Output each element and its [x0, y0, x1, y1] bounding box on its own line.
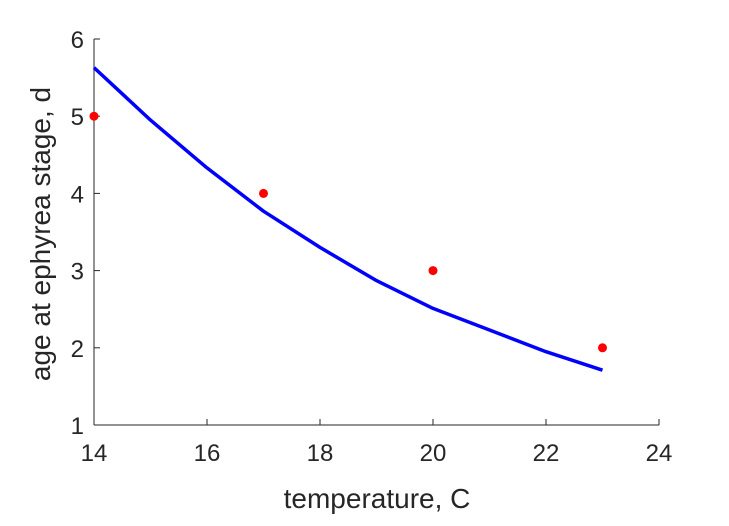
data-point — [259, 188, 268, 198]
x-tick-label: 14 — [81, 440, 108, 467]
data-point — [598, 343, 607, 353]
data-point — [89, 111, 99, 121]
y-tick-label: 3 — [71, 259, 84, 286]
y-tick-label: 6 — [71, 27, 84, 54]
x-tick-label: 16 — [194, 440, 221, 467]
y-tick-label: 4 — [71, 181, 84, 208]
x-axis-label: temperature, C — [284, 483, 471, 514]
x-tick-label: 20 — [420, 440, 447, 467]
x-tick-label: 18 — [307, 440, 334, 467]
plot-area — [89, 66, 607, 372]
y-tick-label: 2 — [71, 336, 84, 363]
axes: 14 16 18 20 22 24 1 2 3 4 5 6 — [71, 27, 673, 467]
data-point — [428, 266, 438, 276]
fit-curve — [92, 66, 604, 372]
x-tick-label: 22 — [533, 440, 560, 467]
y-axis-label: age at ephyrea stage, d — [25, 87, 56, 381]
y-tick-label: 5 — [71, 104, 84, 131]
x-tick-label: 24 — [646, 440, 673, 467]
y-tick-label: 1 — [71, 413, 84, 440]
